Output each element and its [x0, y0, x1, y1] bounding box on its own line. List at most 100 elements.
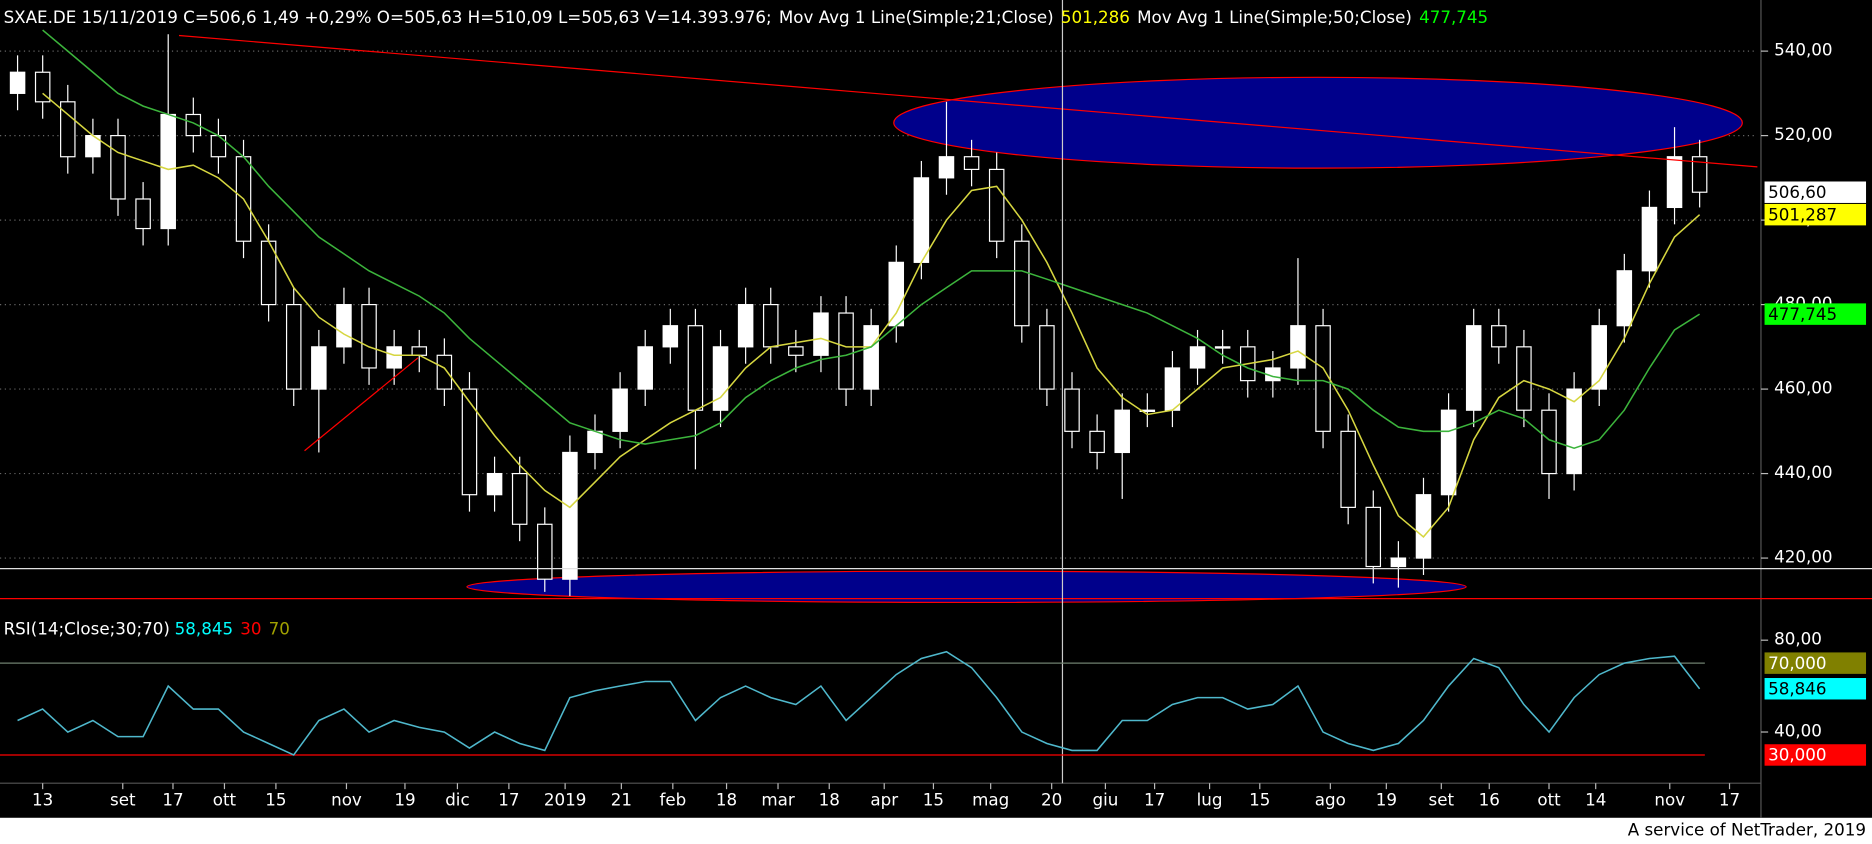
x-tick-label: dic — [445, 790, 469, 810]
candle-body — [185, 113, 202, 137]
x-tick-label: ott — [213, 790, 237, 810]
level-legend: 70 — [269, 618, 290, 638]
candle-body — [587, 430, 603, 454]
trend-line — [304, 357, 419, 452]
candle-body — [888, 261, 905, 327]
rsi-value-box — [1764, 678, 1867, 700]
candle-body — [285, 303, 302, 390]
x-tick-label: ago — [1315, 790, 1346, 810]
legend-entry: Mov Avg 1 Line(Simple;50;Close) — [1137, 6, 1412, 26]
rsi-header: RSI(14;Close;30;70) 58,845 30 70 — [4, 618, 290, 638]
candle-body — [210, 135, 227, 158]
x-tick-label: feb — [659, 790, 686, 810]
candle-body — [813, 312, 829, 356]
candle-body — [762, 303, 779, 348]
chart-header: SXAE.DE 15/11/2019 C=506,6 1,49 +0,29% O… — [4, 6, 1489, 26]
candle-body — [1340, 430, 1356, 508]
candle-body — [637, 346, 653, 390]
y-tick-label: 520,00 — [1774, 124, 1832, 144]
x-tick-label: 15 — [265, 790, 286, 810]
candle-body — [1290, 325, 1306, 369]
candle-body — [863, 325, 879, 390]
candle-body — [1516, 346, 1532, 411]
x-tick-label: 13 — [32, 790, 53, 810]
x-tick-label: apr — [870, 790, 898, 810]
candle-body — [562, 451, 578, 580]
x-tick-label: 17 — [1719, 790, 1740, 810]
candle-body — [34, 71, 51, 103]
legend-value: 501,286 — [1061, 6, 1130, 26]
price-box — [1764, 203, 1867, 226]
footer: A service of NetTrader, 2019 — [1628, 819, 1866, 839]
candle-body — [1415, 494, 1432, 559]
price-box — [1764, 181, 1867, 203]
rsi-line — [17, 650, 1701, 756]
x-tick-label: 17 — [1144, 790, 1165, 810]
x-tick-label: 15 — [1249, 790, 1270, 810]
x-tick-label: 14 — [1585, 790, 1606, 810]
candle-body — [1641, 206, 1658, 272]
ellipse-annotation — [466, 570, 1467, 604]
x-tick-label: 19 — [394, 790, 415, 810]
candle-body — [1064, 388, 1080, 432]
candle-body — [1365, 506, 1382, 568]
candle-body — [988, 168, 1005, 242]
y-tick-label: 460,00 — [1774, 378, 1832, 398]
chart-title: SXAE.DE 15/11/2019 C=506,6 1,49 +0,29% O… — [4, 6, 772, 26]
candle-body — [537, 523, 553, 580]
candle-body — [963, 156, 980, 171]
candle-body — [110, 135, 126, 200]
x-tick-label: 19 — [1376, 790, 1397, 810]
candle-body — [1139, 409, 1156, 412]
y-tick-label: 440,00 — [1774, 462, 1832, 482]
x-tick-label: 18 — [716, 790, 737, 810]
candle-body — [9, 71, 26, 94]
x-tick-label: mag — [972, 790, 1009, 810]
candle-body — [311, 346, 327, 390]
candle-body — [687, 325, 704, 411]
rsi-value-box-label: 58,846 — [1768, 678, 1826, 698]
legend-entry: Mov Avg 1 Line(Simple;21;Close) — [779, 6, 1054, 26]
x-tick-label: giu — [1092, 790, 1118, 810]
candle-body — [486, 472, 503, 496]
candle-body — [1014, 240, 1030, 327]
candle-body — [938, 156, 955, 179]
y-tick-label: 420,00 — [1774, 547, 1832, 567]
x-tick-label: set — [1429, 790, 1455, 810]
price-box-label: 506,60 — [1768, 182, 1826, 202]
x-tick-label: 17 — [162, 790, 183, 810]
x-tick-label: 16 — [1479, 790, 1500, 810]
candle-body — [1666, 156, 1683, 209]
candle-body — [60, 101, 76, 158]
legend-entry: RSI(14;Close;30;70) — [4, 618, 170, 638]
x-tick-label: 21 — [611, 790, 632, 810]
x-tick-label: set — [110, 790, 136, 810]
candle-body — [838, 312, 854, 390]
x-tick-label: ott — [1537, 790, 1561, 810]
level-legend: 30 — [240, 618, 261, 638]
price-box — [1764, 303, 1867, 325]
candle-body — [135, 198, 151, 230]
candle-body — [1114, 409, 1130, 454]
candle-body — [160, 113, 176, 230]
candle-body — [336, 303, 352, 348]
moving-average-line — [42, 29, 1701, 450]
candle-body — [461, 388, 478, 496]
x-tick-label: mar — [761, 790, 795, 810]
price-box-label: 501,287 — [1768, 204, 1837, 224]
candle-body — [1491, 325, 1507, 348]
trend-line — [178, 34, 1758, 168]
x-tick-label: 18 — [819, 790, 840, 810]
legend-value: 477,745 — [1419, 6, 1488, 26]
x-tick-label: 2019 — [544, 790, 587, 810]
candle-body — [1189, 346, 1206, 369]
level-box-label: 30,000 — [1768, 745, 1826, 765]
x-tick-label: 15 — [923, 790, 944, 810]
candle-body — [1691, 156, 1708, 193]
candle-body — [386, 346, 402, 369]
candle-body — [1089, 430, 1105, 454]
candle-body — [1214, 346, 1231, 349]
level-box-label: 70,000 — [1768, 653, 1826, 673]
